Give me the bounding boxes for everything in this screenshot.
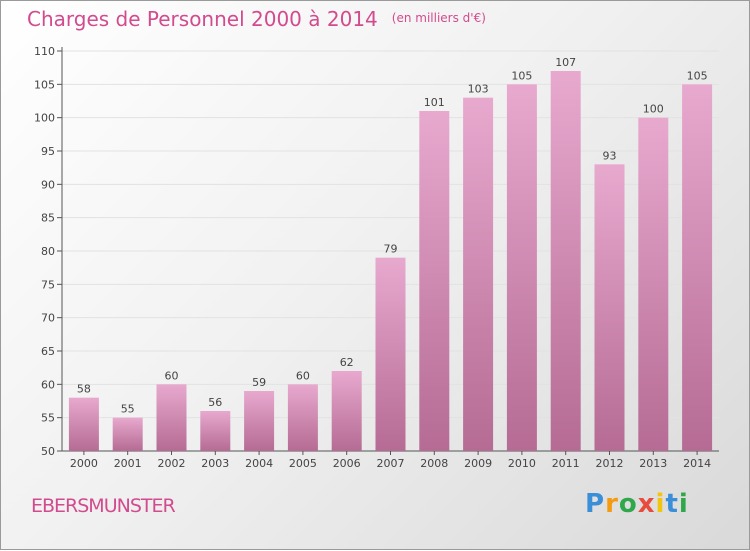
x-tick-label-2000: 2000 — [70, 457, 98, 470]
bar-2011 — [550, 71, 581, 451]
x-tick-label-2009: 2009 — [464, 457, 492, 470]
x-tick-label-2005: 2005 — [289, 457, 317, 470]
logo-letter: i — [655, 489, 666, 519]
bar-2012 — [594, 164, 625, 452]
bar-2007 — [375, 257, 406, 451]
y-tick-label: 110 — [34, 45, 55, 58]
x-tick-label-2004: 2004 — [245, 457, 273, 470]
logo-letter: t — [665, 489, 679, 519]
x-tick-label-2002: 2002 — [158, 457, 186, 470]
y-tick-label: 90 — [41, 178, 55, 191]
value-label-2010: 105 — [511, 69, 532, 82]
logo-letter: P — [585, 489, 606, 519]
value-label-2005: 60 — [296, 369, 310, 382]
value-label-2011: 107 — [555, 56, 576, 69]
value-label-2002: 60 — [165, 369, 179, 382]
x-tick-label-2008: 2008 — [420, 457, 448, 470]
x-tick-label-2001: 2001 — [114, 457, 142, 470]
bar-2010 — [506, 84, 537, 451]
bar-2001 — [112, 417, 143, 451]
x-tick-label-2006: 2006 — [333, 457, 361, 470]
bar-2004 — [244, 391, 275, 451]
value-label-2000: 58 — [77, 383, 91, 396]
commune-name: EBERSMUNSTER — [31, 495, 176, 517]
logo-letter: x — [637, 489, 656, 519]
value-label-2013: 100 — [643, 103, 664, 116]
labels: 50 55 60 65 70 75 80 85 90 95 100 105 110 58 2000 55 200… — [34, 45, 711, 470]
y-tick-label: 105 — [34, 78, 55, 91]
x-tick-label-2011: 2011 — [552, 457, 580, 470]
value-label-2007: 79 — [384, 243, 398, 256]
proxiti-logo: Proxiti — [585, 489, 689, 519]
value-label-2009: 103 — [468, 83, 489, 96]
bar-2005 — [287, 384, 318, 451]
y-tick-label: 50 — [41, 445, 55, 458]
value-label-2003: 56 — [208, 396, 222, 409]
x-tick-label-2012: 2012 — [596, 457, 624, 470]
bar-2003 — [200, 411, 231, 451]
x-tick-label-2010: 2010 — [508, 457, 536, 470]
y-tick-label: 95 — [41, 145, 55, 158]
logo-letter: o — [618, 489, 638, 519]
value-label-2001: 55 — [121, 403, 135, 416]
bar-2002 — [156, 384, 187, 451]
value-label-2006: 62 — [340, 356, 354, 369]
chart-subtitle: (en milliers d'€) — [391, 11, 486, 25]
x-tick-label-2013: 2013 — [639, 457, 667, 470]
x-tick-label-2003: 2003 — [201, 457, 229, 470]
logo-letter: r — [605, 489, 619, 519]
value-label-2012: 93 — [603, 149, 617, 162]
bars — [68, 71, 713, 452]
y-tick-label: 85 — [41, 212, 55, 225]
value-label-2008: 101 — [424, 96, 445, 109]
logo-letter: i — [678, 489, 689, 519]
bar-2008 — [419, 111, 450, 451]
chart-title: Charges de Personnel 2000 à 2014 (en mill… — [27, 7, 486, 31]
x-tick-label-2007: 2007 — [377, 457, 405, 470]
y-tick-label: 80 — [41, 245, 55, 258]
bar-2000 — [68, 397, 99, 451]
y-tick-label: 55 — [41, 412, 55, 425]
bar-2006 — [331, 371, 362, 451]
chart-title-text: Charges de Personnel 2000 à 2014 — [27, 7, 378, 31]
y-tick-label: 60 — [41, 378, 55, 391]
x-tick-label-2014: 2014 — [683, 457, 711, 470]
y-tick-label: 100 — [34, 112, 55, 125]
bar-2009 — [463, 97, 494, 452]
value-label-2014: 105 — [687, 69, 708, 82]
y-tick-label: 70 — [41, 312, 55, 325]
y-tick-label: 65 — [41, 345, 55, 358]
y-tick-label: 75 — [41, 278, 55, 291]
bar-2014 — [682, 84, 713, 451]
value-label-2004: 59 — [252, 376, 266, 389]
bar-2013 — [638, 117, 669, 452]
